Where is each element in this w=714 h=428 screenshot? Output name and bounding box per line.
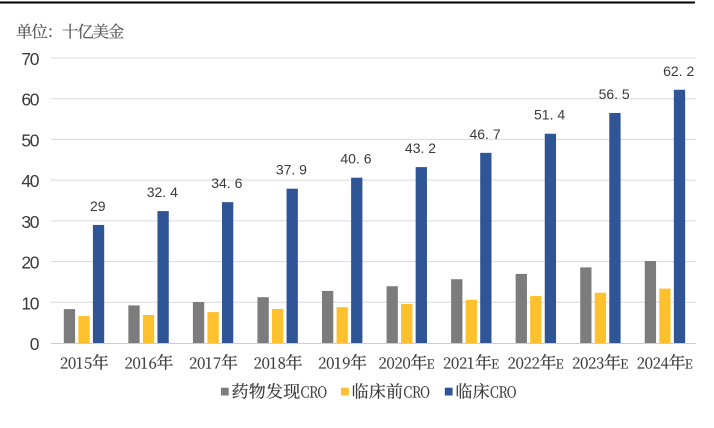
svg-text:29: 29 xyxy=(90,198,106,214)
svg-text:20: 20 xyxy=(21,253,39,273)
svg-text:50: 50 xyxy=(21,130,39,150)
svg-text:40: 40 xyxy=(21,171,39,191)
svg-text:10: 10 xyxy=(21,293,39,313)
svg-text:40. 6: 40. 6 xyxy=(340,151,371,167)
svg-text:30: 30 xyxy=(21,212,39,232)
svg-text:34. 6: 34. 6 xyxy=(211,175,242,191)
svg-text:46. 7: 46. 7 xyxy=(469,126,500,142)
svg-text:56. 5: 56. 5 xyxy=(599,86,630,102)
svg-text:43. 2: 43. 2 xyxy=(405,140,436,156)
svg-text:51. 4: 51. 4 xyxy=(534,107,565,123)
svg-text:37. 9: 37. 9 xyxy=(276,162,307,178)
svg-text:60: 60 xyxy=(21,90,39,110)
svg-text:0: 0 xyxy=(30,334,40,354)
svg-text:62. 2: 62. 2 xyxy=(663,63,694,79)
svg-text:32. 4: 32. 4 xyxy=(147,184,178,200)
svg-text:70: 70 xyxy=(21,49,39,69)
